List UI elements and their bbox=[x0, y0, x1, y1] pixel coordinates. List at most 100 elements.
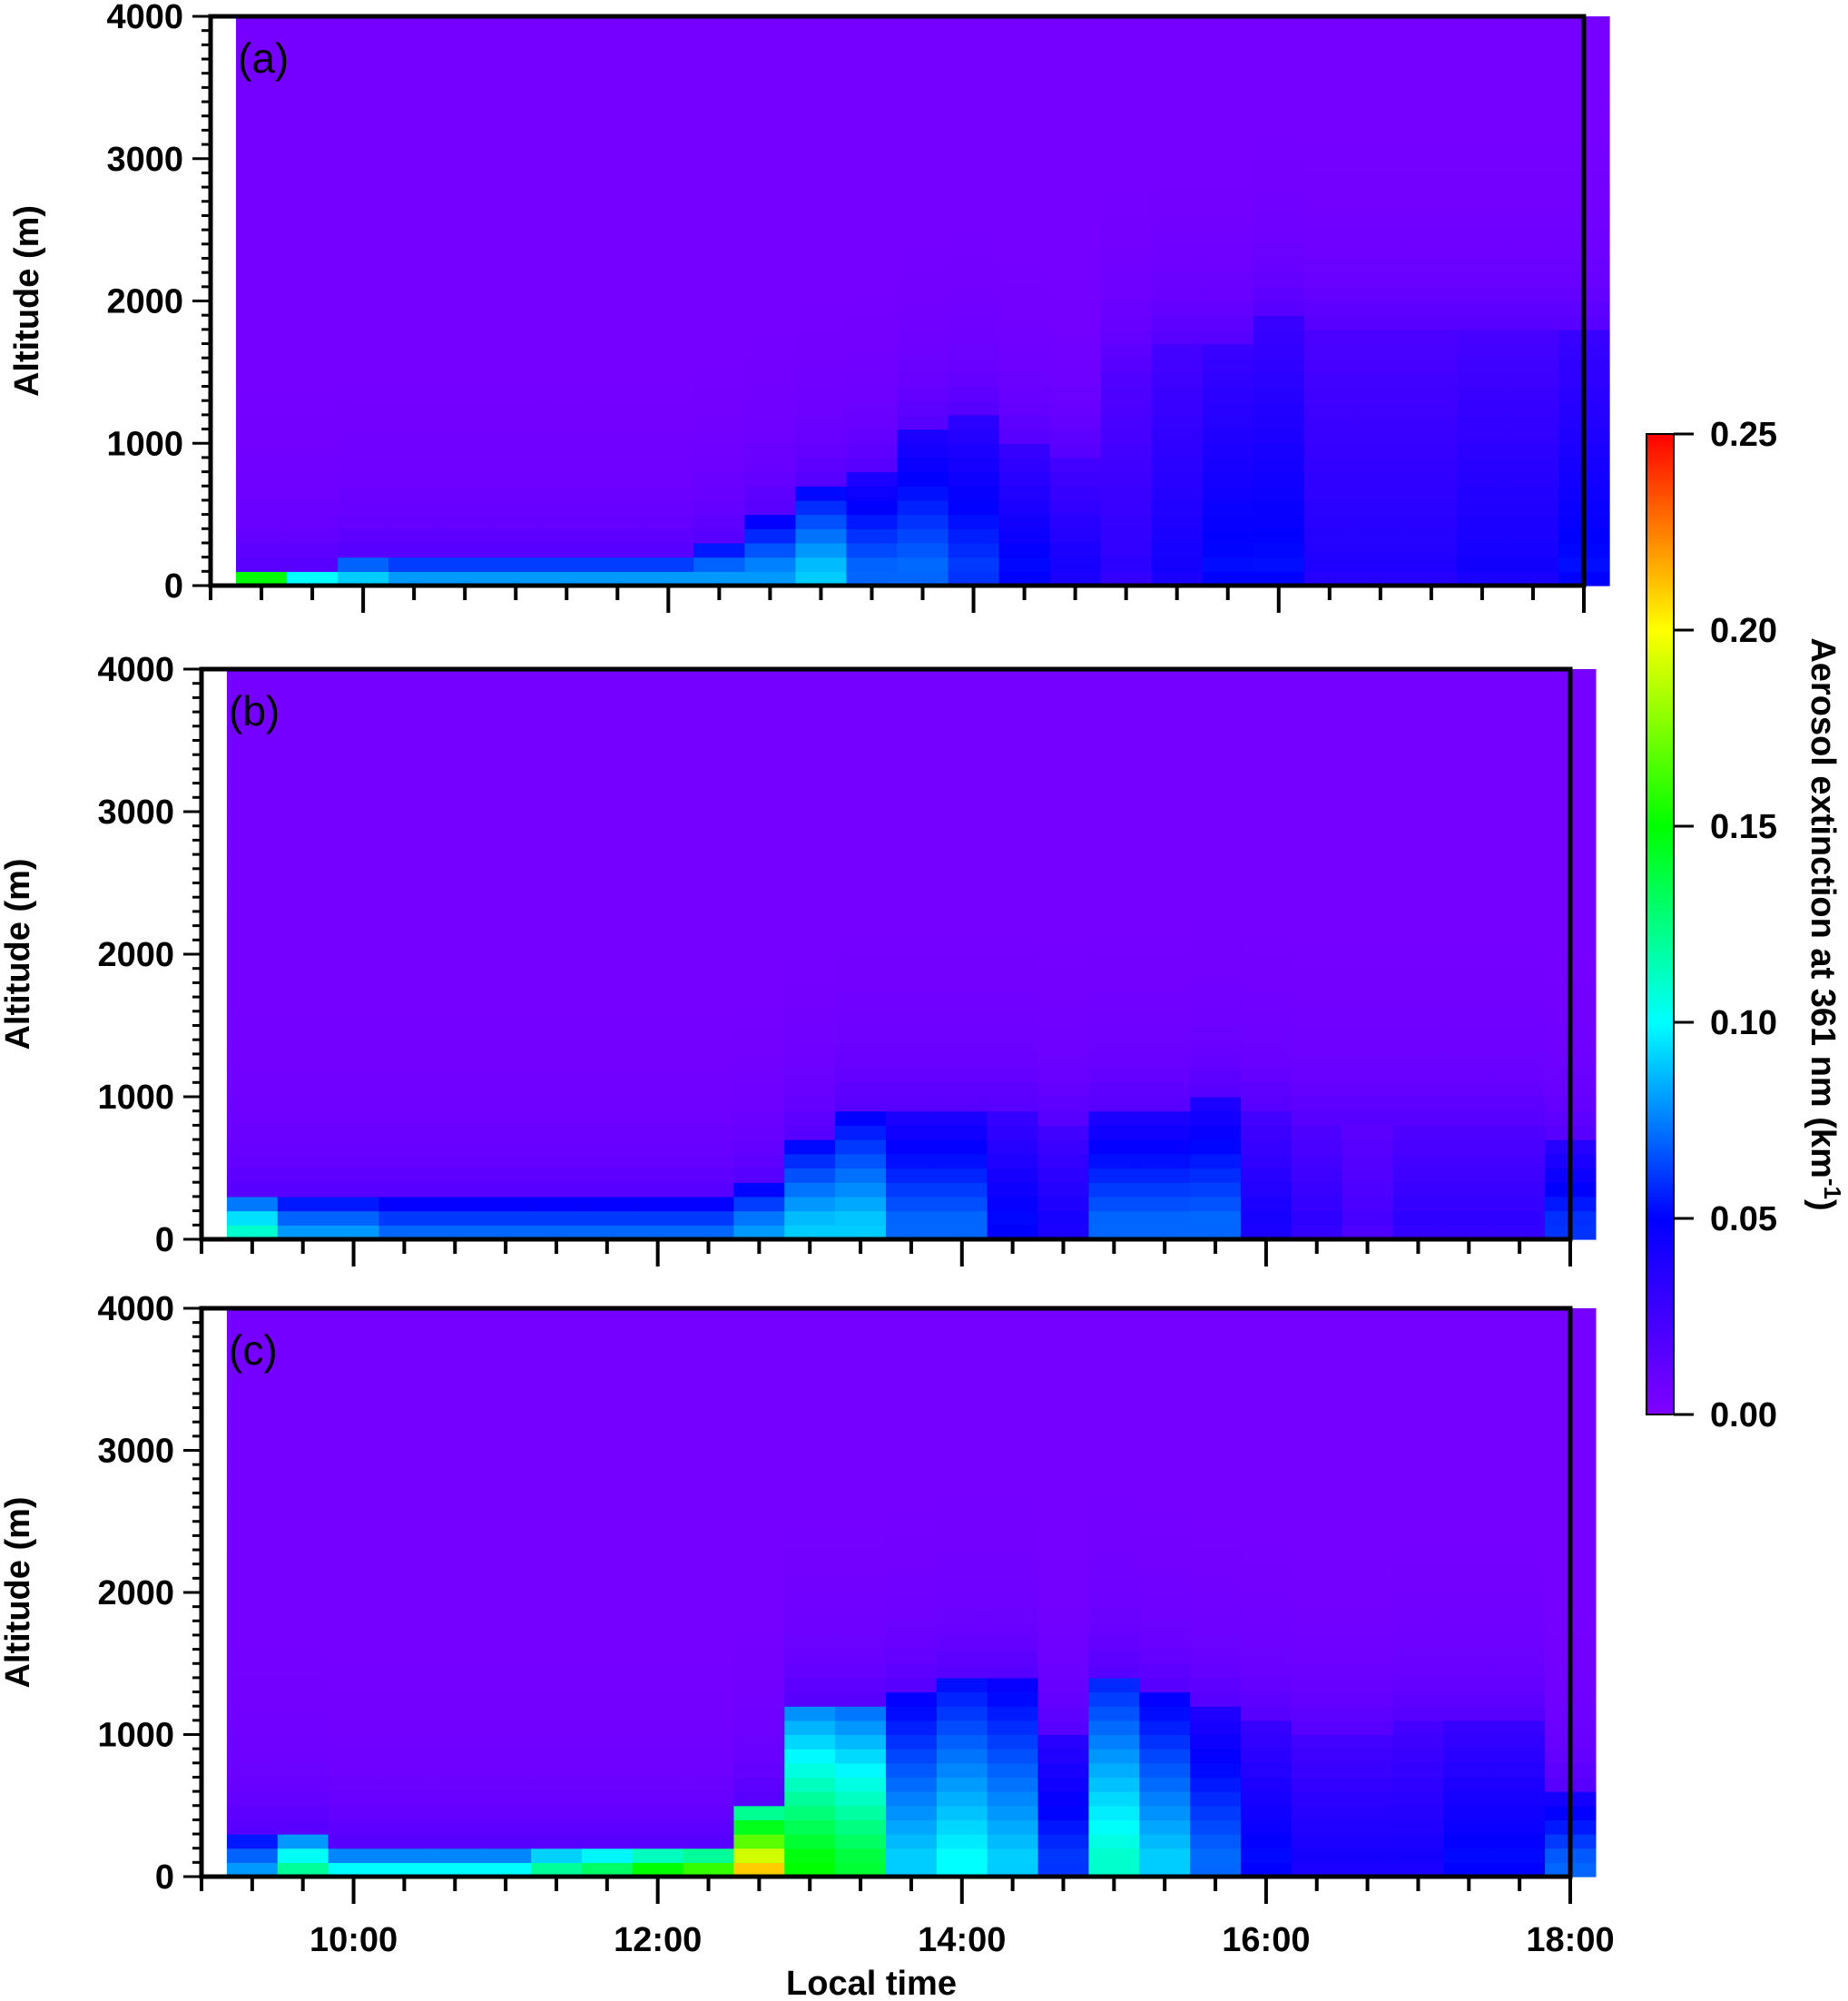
heatmap-cell bbox=[733, 1535, 785, 1551]
heatmap-cell bbox=[987, 1720, 1039, 1736]
heatmap-cell bbox=[581, 868, 634, 884]
heatmap-cell bbox=[733, 1336, 785, 1352]
heatmap-cell bbox=[733, 1563, 785, 1579]
heatmap-cell bbox=[531, 1848, 583, 1863]
heatmap-cell bbox=[1139, 740, 1191, 755]
heatmap-cell bbox=[998, 315, 1051, 330]
heatmap-cell bbox=[581, 1649, 634, 1664]
heatmap-cell bbox=[277, 1210, 329, 1226]
heatmap-cell bbox=[480, 1677, 532, 1693]
heatmap-cell bbox=[683, 954, 735, 970]
heatmap-cell bbox=[338, 429, 389, 444]
heatmap-cell bbox=[1443, 1350, 1495, 1366]
heatmap-cell bbox=[936, 940, 988, 955]
heatmap-cell bbox=[480, 1734, 532, 1750]
heatmap-cell bbox=[784, 1621, 836, 1636]
heatmap-cell bbox=[1088, 1677, 1140, 1693]
heatmap-cell bbox=[1392, 1196, 1444, 1212]
heatmap-cell bbox=[236, 329, 288, 345]
heatmap-cell bbox=[632, 1848, 684, 1863]
heatmap-cell bbox=[378, 1819, 430, 1835]
heatmap-cell bbox=[338, 30, 389, 45]
heatmap-cell bbox=[277, 1706, 329, 1721]
heatmap-cell bbox=[1202, 258, 1254, 273]
heatmap-cell bbox=[733, 954, 785, 970]
heatmap-cell bbox=[1190, 683, 1242, 698]
heatmap-cell bbox=[581, 712, 634, 727]
heatmap-cell bbox=[632, 768, 684, 784]
heatmap-cell bbox=[632, 783, 684, 798]
heatmap-cell bbox=[987, 1762, 1039, 1779]
heatmap-cell bbox=[886, 1634, 938, 1651]
heatmap-cell bbox=[1139, 1450, 1191, 1465]
heatmap-cell bbox=[846, 514, 899, 529]
heatmap-cell bbox=[1456, 172, 1509, 188]
heatmap-cell bbox=[1037, 1068, 1090, 1083]
heatmap-cell bbox=[1100, 286, 1153, 302]
heatmap-cell bbox=[784, 1422, 836, 1437]
heatmap-cell bbox=[328, 1407, 380, 1423]
heatmap-cell bbox=[1139, 1563, 1191, 1579]
heatmap-cell bbox=[1202, 499, 1254, 516]
heatmap-cell bbox=[1037, 1521, 1090, 1536]
heatmap-cell bbox=[1139, 968, 1191, 983]
heatmap-cell bbox=[1037, 1110, 1090, 1126]
heatmap-cell bbox=[226, 1791, 279, 1807]
heatmap-cell bbox=[226, 1805, 279, 1820]
heatmap-cell bbox=[835, 797, 887, 813]
heatmap-cell bbox=[287, 358, 339, 373]
heatmap-cell bbox=[1037, 1168, 1090, 1183]
heatmap-cell bbox=[378, 1862, 430, 1878]
heatmap-cell bbox=[936, 1720, 988, 1736]
heatmap-cell bbox=[1088, 1848, 1140, 1863]
heatmap-cell bbox=[1190, 1336, 1242, 1352]
heatmap-cell bbox=[784, 982, 836, 998]
heatmap-cell bbox=[897, 201, 949, 217]
heatmap-cell bbox=[541, 144, 593, 160]
heatmap-cell bbox=[1494, 1365, 1546, 1380]
heatmap-cell bbox=[338, 102, 389, 117]
heatmap-cell bbox=[1190, 968, 1242, 983]
heatmap-cell bbox=[236, 144, 288, 160]
heatmap-cell bbox=[897, 215, 949, 231]
heatmap-cell bbox=[693, 371, 745, 388]
heatmap-cell bbox=[277, 1720, 329, 1736]
heatmap-cell bbox=[1405, 528, 1458, 544]
heatmap-cell bbox=[388, 528, 440, 544]
heatmap-cell bbox=[1037, 697, 1090, 713]
heatmap-cell bbox=[1190, 1407, 1242, 1423]
x-tick-label: 14:00 bbox=[918, 1921, 1006, 1959]
heatmap-cell bbox=[480, 683, 532, 698]
colorbar-label-sup: -1 bbox=[1819, 1178, 1846, 1199]
heatmap-cell bbox=[1456, 243, 1509, 260]
heatmap-cell bbox=[1456, 315, 1509, 330]
heatmap-cell bbox=[1443, 1848, 1495, 1863]
heatmap-cell bbox=[1405, 230, 1458, 245]
heatmap-cell bbox=[1240, 1225, 1293, 1240]
heatmap-cell bbox=[531, 1691, 583, 1707]
heatmap-cell bbox=[1088, 1365, 1140, 1380]
heatmap-cell bbox=[1240, 1379, 1293, 1395]
heatmap-cell bbox=[236, 130, 288, 145]
heatmap-cell bbox=[531, 1535, 583, 1551]
heatmap-cell bbox=[1443, 1507, 1495, 1523]
heatmap-cell bbox=[1190, 1153, 1242, 1169]
heatmap-cell bbox=[1494, 1720, 1546, 1736]
heatmap-cell bbox=[886, 954, 938, 970]
heatmap-cell bbox=[1190, 1393, 1242, 1409]
heatmap-cell bbox=[1291, 1634, 1343, 1651]
heatmap-cell bbox=[1088, 1819, 1140, 1835]
heatmap-cell bbox=[936, 1139, 988, 1155]
heatmap-cell bbox=[1240, 768, 1293, 784]
heatmap-cell bbox=[846, 30, 899, 45]
heatmap-cell bbox=[886, 940, 938, 955]
heatmap-cell bbox=[581, 1493, 634, 1508]
heatmap-cell bbox=[1190, 854, 1242, 870]
heatmap-cell bbox=[733, 911, 785, 927]
heatmap-cell bbox=[490, 201, 542, 217]
heatmap-cell bbox=[1088, 1153, 1140, 1169]
heatmap-cell bbox=[1456, 329, 1509, 345]
heatmap-cell bbox=[1443, 897, 1495, 912]
heatmap-cell bbox=[1190, 1521, 1242, 1536]
heatmap-cell bbox=[744, 358, 797, 373]
